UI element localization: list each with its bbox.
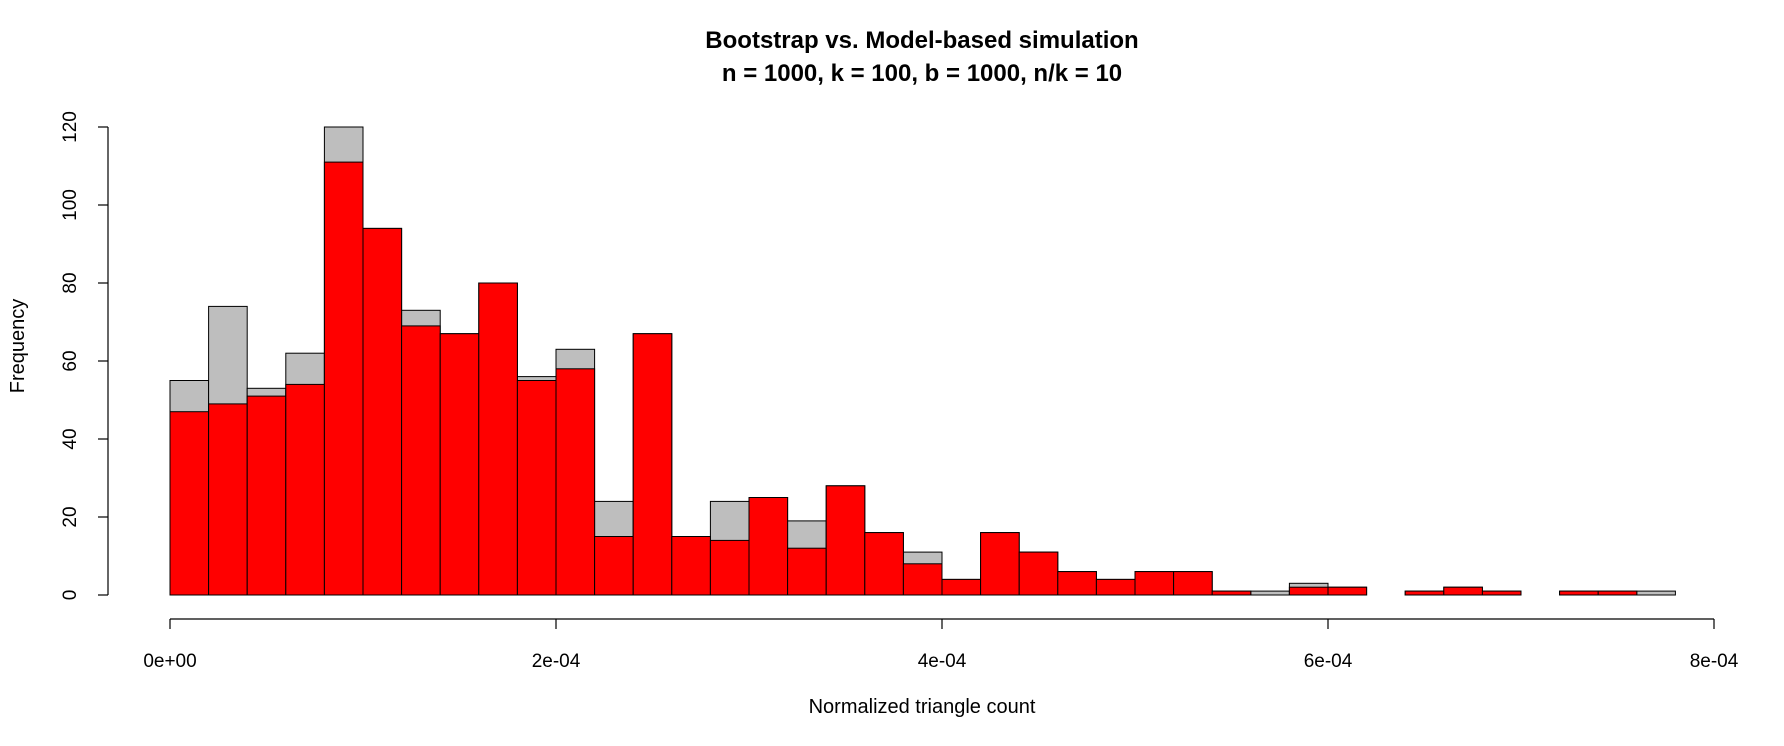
model-based-bar [439,333,480,596]
model-based-bar [1095,578,1136,596]
model-based-bar [748,497,789,596]
y-tick-label: 0 [60,590,81,601]
model-based-bar [864,532,904,596]
model-based-bar [1597,590,1638,596]
model-based-bar [362,227,403,596]
model-based-bar [594,536,634,596]
model-based-bar [709,539,750,596]
model-based-bars [169,161,1638,596]
model-based-bar [323,161,364,596]
model-based-bar [671,536,711,596]
y-tick-label: 80 [60,272,81,293]
model-based-bar [632,333,673,596]
model-based-bar [1211,590,1252,596]
x-tick-label: 4e-04 [918,651,967,672]
model-based-bar [285,383,325,596]
model-based-bar [825,485,866,596]
model-based-bar [980,532,1020,596]
model-based-bar [1559,590,1599,596]
model-based-bar [787,547,827,596]
bootstrap-bar [1250,590,1290,596]
model-based-bar [478,282,518,596]
model-based-bar [1173,571,1213,596]
model-based-bar [246,395,287,596]
model-based-bar [1404,590,1445,596]
x-tick-label: 8e-04 [1690,651,1739,672]
y-tick-label: 20 [60,506,81,527]
y-axis: 0 20 40 60 80 100 120 [60,111,109,601]
model-based-bar [208,403,248,596]
x-tick-label: 0e+00 [143,651,196,672]
model-based-bar [941,578,982,596]
model-based-bar [1327,586,1368,596]
x-axis-label: Normalized triangle count [809,696,1036,718]
model-based-bar [1443,586,1483,596]
model-based-bar [1288,586,1329,596]
y-axis-label: Frequency [7,299,29,394]
chart-subtitle: n = 1000, k = 100, b = 1000, n/k = 10 [722,60,1122,87]
x-axis: 0e+00 2e-04 4e-04 6e-04 8e-04 [143,618,1739,672]
model-based-bar [1481,590,1522,596]
y-tick-label: 100 [60,189,81,221]
model-based-bar [516,380,557,596]
model-based-bar [902,563,943,596]
model-based-bar [1134,571,1175,596]
x-tick-label: 6e-04 [1304,651,1353,672]
y-tick-label: 120 [60,111,81,143]
model-based-bar [555,368,596,596]
chart-title: Bootstrap vs. Model-based simulation [705,27,1138,54]
model-based-bar [169,411,210,596]
model-based-bar [1018,551,1059,596]
y-tick-label: 60 [60,350,81,371]
y-tick-label: 40 [60,428,81,449]
bootstrap-bar [1636,590,1676,596]
model-based-bar [1057,571,1097,596]
x-tick-label: 2e-04 [532,651,581,672]
model-based-bar [401,325,441,596]
